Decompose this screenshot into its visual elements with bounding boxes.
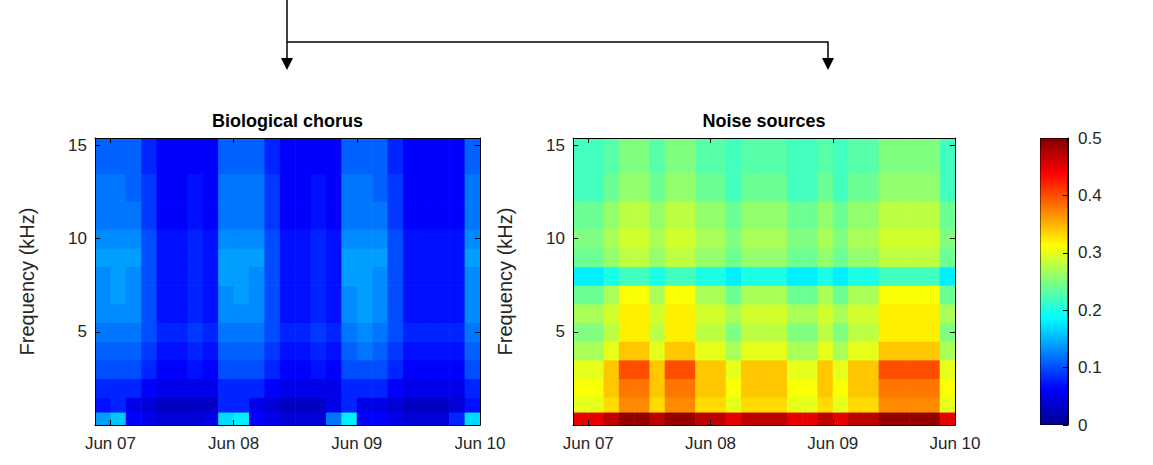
svg-text:0.3: 0.3 <box>1078 243 1102 262</box>
svg-text:Frequency (kHz): Frequency (kHz) <box>494 208 516 356</box>
svg-text:Jun 07: Jun 07 <box>85 434 136 453</box>
svg-text:5: 5 <box>78 322 87 341</box>
svg-text:Biological chorus: Biological chorus <box>212 111 363 131</box>
svg-text:15: 15 <box>546 136 565 155</box>
svg-text:0.2: 0.2 <box>1078 301 1102 320</box>
svg-text:Jun 07: Jun 07 <box>563 434 614 453</box>
svg-text:0.1: 0.1 <box>1078 358 1102 377</box>
svg-text:10: 10 <box>546 229 565 248</box>
svg-text:0: 0 <box>1078 416 1087 435</box>
svg-text:Jun 09: Jun 09 <box>807 434 858 453</box>
svg-text:10: 10 <box>68 229 87 248</box>
svg-text:5: 5 <box>556 322 565 341</box>
svg-text:0.5: 0.5 <box>1078 129 1102 148</box>
svg-text:Noise sources: Noise sources <box>702 111 825 131</box>
svg-text:15: 15 <box>68 136 87 155</box>
svg-text:Jun 10: Jun 10 <box>929 434 980 453</box>
svg-text:Jun 08: Jun 08 <box>685 434 736 453</box>
svg-text:Jun 08: Jun 08 <box>208 434 259 453</box>
svg-text:Jun 10: Jun 10 <box>454 434 505 453</box>
svg-text:0.4: 0.4 <box>1078 186 1102 205</box>
svg-text:Jun 09: Jun 09 <box>331 434 382 453</box>
svg-text:Frequency (kHz): Frequency (kHz) <box>16 208 38 356</box>
